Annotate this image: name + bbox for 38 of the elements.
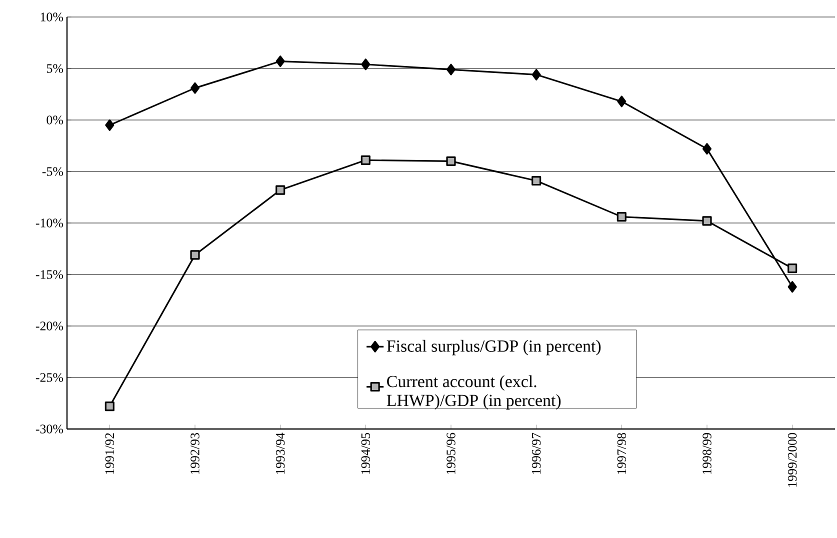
y-tick-label: -15% <box>36 270 64 279</box>
x-tick-label: 1993/94 <box>276 432 285 474</box>
point <box>788 264 798 274</box>
y-tick-label: 5% <box>46 64 64 73</box>
x-tick-label: 1997/98 <box>617 433 626 474</box>
point <box>276 185 286 195</box>
y-tick-label: -25% <box>36 373 64 382</box>
y-tick-label: -20% <box>36 322 64 330</box>
x-tick-label: 1998/99 <box>702 433 712 474</box>
y-tick-label: -5% <box>42 167 64 176</box>
y-tick-label: 0% <box>46 116 64 124</box>
point <box>702 216 712 226</box>
x-tick-label: 1995/96 <box>446 432 456 474</box>
point <box>276 56 285 68</box>
x-tick-label: 1991/92 <box>105 433 114 474</box>
x-tick-label: 1996/97 <box>532 432 541 474</box>
point <box>617 96 626 108</box>
x-tick-label: 1992/93 <box>190 433 200 474</box>
point <box>616 212 626 222</box>
y-tick-label: -10% <box>36 218 64 228</box>
point <box>702 143 712 155</box>
point <box>190 82 200 94</box>
point <box>446 156 456 166</box>
point <box>190 250 200 260</box>
point <box>532 176 542 186</box>
x-tick-label: 1994/95 <box>361 433 370 474</box>
point <box>532 68 541 80</box>
point <box>104 402 114 412</box>
point <box>360 155 370 165</box>
x-tick-label: 1999/2000 <box>788 433 797 487</box>
point <box>105 119 114 131</box>
legend-label: Current account (excl. LHWP)/GDP (in percent) <box>386 375 561 410</box>
legend-label: Fiscal surplus/GDP (in percent) <box>386 340 601 356</box>
point <box>446 64 456 76</box>
y-tick-label: 10% <box>40 12 64 22</box>
point <box>361 58 370 70</box>
y-tick-label: -30% <box>36 424 64 434</box>
point <box>788 281 797 293</box>
